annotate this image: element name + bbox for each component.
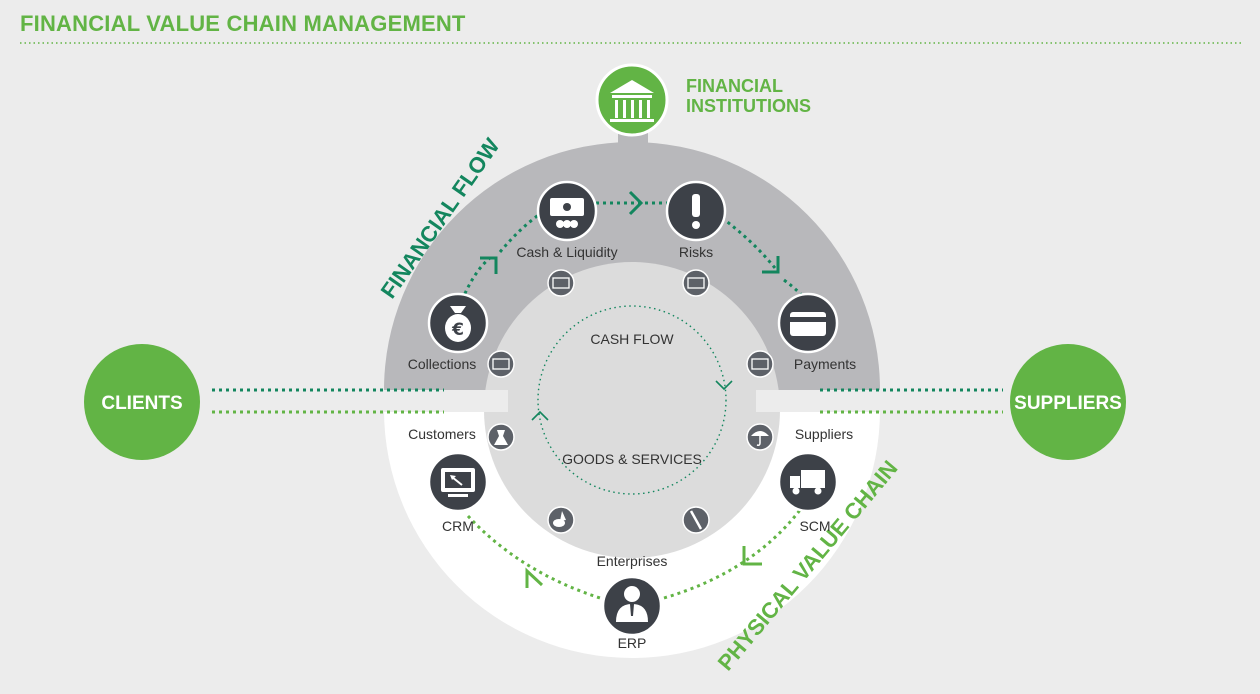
clients-node [84,344,200,460]
exclamation-icon [692,194,700,229]
euro-note-badge-icon [547,269,575,297]
flow-arrow-1-icon [480,256,498,274]
food-badge-icon [547,506,575,534]
page-title: FINANCIAL VALUE CHAIN MANAGEMENT [20,11,466,36]
bank-icon [610,80,654,122]
collections-label: Collections [408,356,476,372]
credit-card-icon [790,312,826,336]
suppliers-node [1010,344,1126,460]
umbrella-icon [746,423,774,451]
enterprises-label: Enterprises [597,553,668,569]
pen-badge-icon [682,506,710,534]
euro-note-badge-icon [682,269,710,297]
cash-liquidity-label: Cash & Liquidity [516,244,617,260]
chain-path-2 [663,509,802,600]
flow-path-1 [460,256,491,301]
flow-arrow-3-icon [762,256,780,274]
suppliers-label: SUPPLIERS [1014,393,1122,414]
cycle-circle [537,305,727,495]
suppliers-inner-label: Suppliers [795,426,853,442]
cash-coins-icon [550,198,584,228]
erp-label: ERP [618,635,647,651]
risks-label: Risks [679,244,713,260]
cycle-arrow-up-icon [531,410,549,421]
flow-path-3 [721,216,777,269]
euro-note-badge-icon [487,350,515,378]
crm-label: CRM [442,518,474,534]
financial-institutions-label-2: INSTITUTIONS [686,96,811,116]
truck-icon [790,470,825,495]
payments-label: Payments [794,356,856,372]
businessman-icon [616,586,648,622]
cash-flow-label: CASH FLOW [590,331,674,347]
band-separator-inner [508,390,756,412]
cycle-arrow-down-icon [715,380,733,391]
chain-arrow-2-icon [742,546,762,566]
clients-label: CLIENTS [101,393,182,414]
euro-note-badge-icon [746,350,774,378]
money-bag-euro-icon: € [445,306,471,342]
dress-icon [487,423,515,451]
flow-arrow-2-icon [628,190,644,216]
flow-path-1b [498,212,541,253]
financial-institutions-label-1: FINANCIAL [686,76,783,96]
goods-services-label: GOODS & SERVICES [562,451,702,467]
chain-arrow-1-icon [525,567,544,588]
customers-label: Customers [408,426,476,442]
svg-text:€: € [451,320,464,340]
monitor-icon [441,468,475,497]
scm-label: SCM [799,518,830,534]
